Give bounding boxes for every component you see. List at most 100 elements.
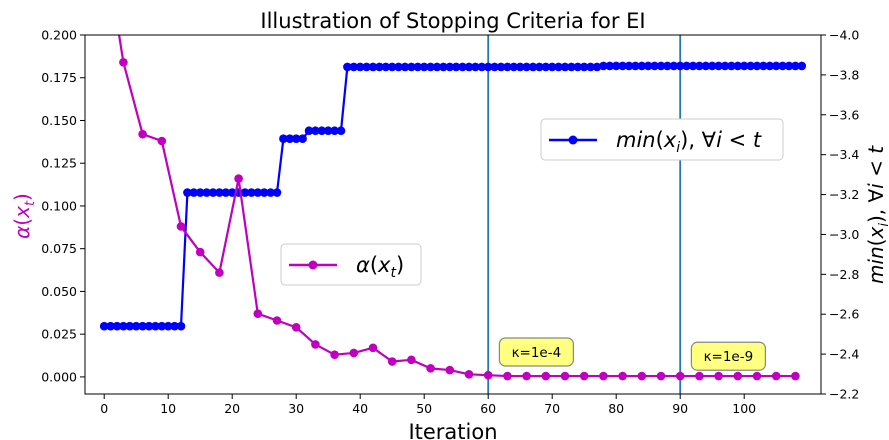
data-point xyxy=(215,188,224,197)
data-point xyxy=(317,126,327,136)
data-point xyxy=(765,61,775,71)
data-point xyxy=(458,62,467,72)
data-point xyxy=(791,61,800,71)
data-point xyxy=(797,61,807,71)
data-point xyxy=(311,126,320,136)
data-point xyxy=(298,134,307,144)
x-tick-label: 10 xyxy=(160,401,176,416)
data-point xyxy=(394,62,403,72)
data-point xyxy=(579,371,589,381)
data-point xyxy=(637,61,647,71)
data-point xyxy=(675,61,685,71)
data-point xyxy=(266,188,275,197)
data-point xyxy=(483,370,493,380)
data-point xyxy=(208,188,218,197)
y-left-tick-label: 0.200 xyxy=(41,28,77,43)
data-point xyxy=(541,371,551,381)
data-point xyxy=(714,371,723,381)
chart-title: Illustration of Stopping Criteria for EI xyxy=(260,9,645,33)
data-point xyxy=(445,62,455,72)
data-point xyxy=(618,371,627,381)
data-point xyxy=(426,62,435,72)
data-point xyxy=(445,365,455,375)
series-line xyxy=(117,35,796,378)
data-point xyxy=(413,62,423,72)
y-right-tick-label: −2.6 xyxy=(829,307,859,322)
annotation-text: κ=1e-9 xyxy=(704,349,754,365)
data-point xyxy=(515,62,525,72)
data-point xyxy=(656,61,666,71)
data-point xyxy=(592,62,602,72)
y-right-axis-label: min(xi), ∀i < t xyxy=(864,145,889,284)
data-point xyxy=(599,371,608,381)
annotation-box xyxy=(690,341,767,371)
data-point xyxy=(221,188,231,197)
data-point xyxy=(176,222,186,231)
stopping-lines xyxy=(487,35,682,394)
data-point xyxy=(419,62,429,72)
x-tick-label: 60 xyxy=(480,401,496,416)
data-point xyxy=(464,62,474,72)
data-point xyxy=(567,62,576,72)
data-point xyxy=(669,61,679,71)
data-point xyxy=(752,371,762,381)
legend-box xyxy=(540,118,784,161)
data-point xyxy=(637,371,647,381)
data-point xyxy=(599,61,608,71)
x-tick-label: 20 xyxy=(224,401,240,416)
data-point xyxy=(163,321,173,331)
data-point xyxy=(336,126,346,136)
y-left-tick-label: 0.100 xyxy=(41,198,77,213)
data-point xyxy=(387,357,397,366)
data-point xyxy=(253,309,263,318)
y-right-tick-label: −3.8 xyxy=(829,67,859,82)
data-point xyxy=(291,134,301,144)
data-point xyxy=(195,188,205,197)
x-axis-ticks: 0 10 20 30 40 50 60 70 80 90 100 xyxy=(100,394,756,416)
data-point xyxy=(707,61,717,71)
data-point xyxy=(695,61,704,71)
data-point xyxy=(362,62,371,72)
y-right-tick-label: −2.4 xyxy=(829,347,859,362)
data-point xyxy=(304,126,314,136)
legend-marker xyxy=(568,135,578,145)
data-point xyxy=(733,371,743,381)
data-point xyxy=(618,61,627,71)
data-point xyxy=(247,188,256,197)
data-point xyxy=(106,321,115,331)
data-point xyxy=(522,62,531,72)
data-point xyxy=(560,62,570,72)
data-point xyxy=(503,62,512,72)
data-point xyxy=(727,61,736,71)
data-point xyxy=(554,62,563,72)
legend-min-xi: min(xi), ∀i < t xyxy=(540,118,784,161)
data-point xyxy=(605,61,615,71)
data-point xyxy=(253,188,263,197)
data-point xyxy=(541,62,551,72)
data-point xyxy=(771,61,781,71)
data-point xyxy=(771,371,781,381)
data-point xyxy=(151,321,160,331)
data-point xyxy=(579,62,589,72)
data-point xyxy=(426,364,435,373)
legend-label: α(xt) xyxy=(356,253,404,281)
y-left-tick-label: 0.050 xyxy=(41,284,77,299)
legend-box xyxy=(280,243,422,286)
data-point xyxy=(183,188,192,197)
data-point xyxy=(368,343,378,353)
data-point xyxy=(138,321,147,331)
data-point xyxy=(439,62,448,72)
data-point xyxy=(272,316,282,325)
legend-alpha-xt: α(xt) xyxy=(280,243,422,286)
data-point xyxy=(471,62,480,72)
data-point xyxy=(311,340,320,349)
data-point xyxy=(483,62,493,72)
data-point xyxy=(189,188,199,197)
data-point xyxy=(791,371,800,381)
data-point xyxy=(573,62,583,72)
data-point xyxy=(650,61,659,71)
data-point xyxy=(330,350,339,359)
data-point xyxy=(714,61,723,71)
x-tick-label: 50 xyxy=(416,401,432,416)
